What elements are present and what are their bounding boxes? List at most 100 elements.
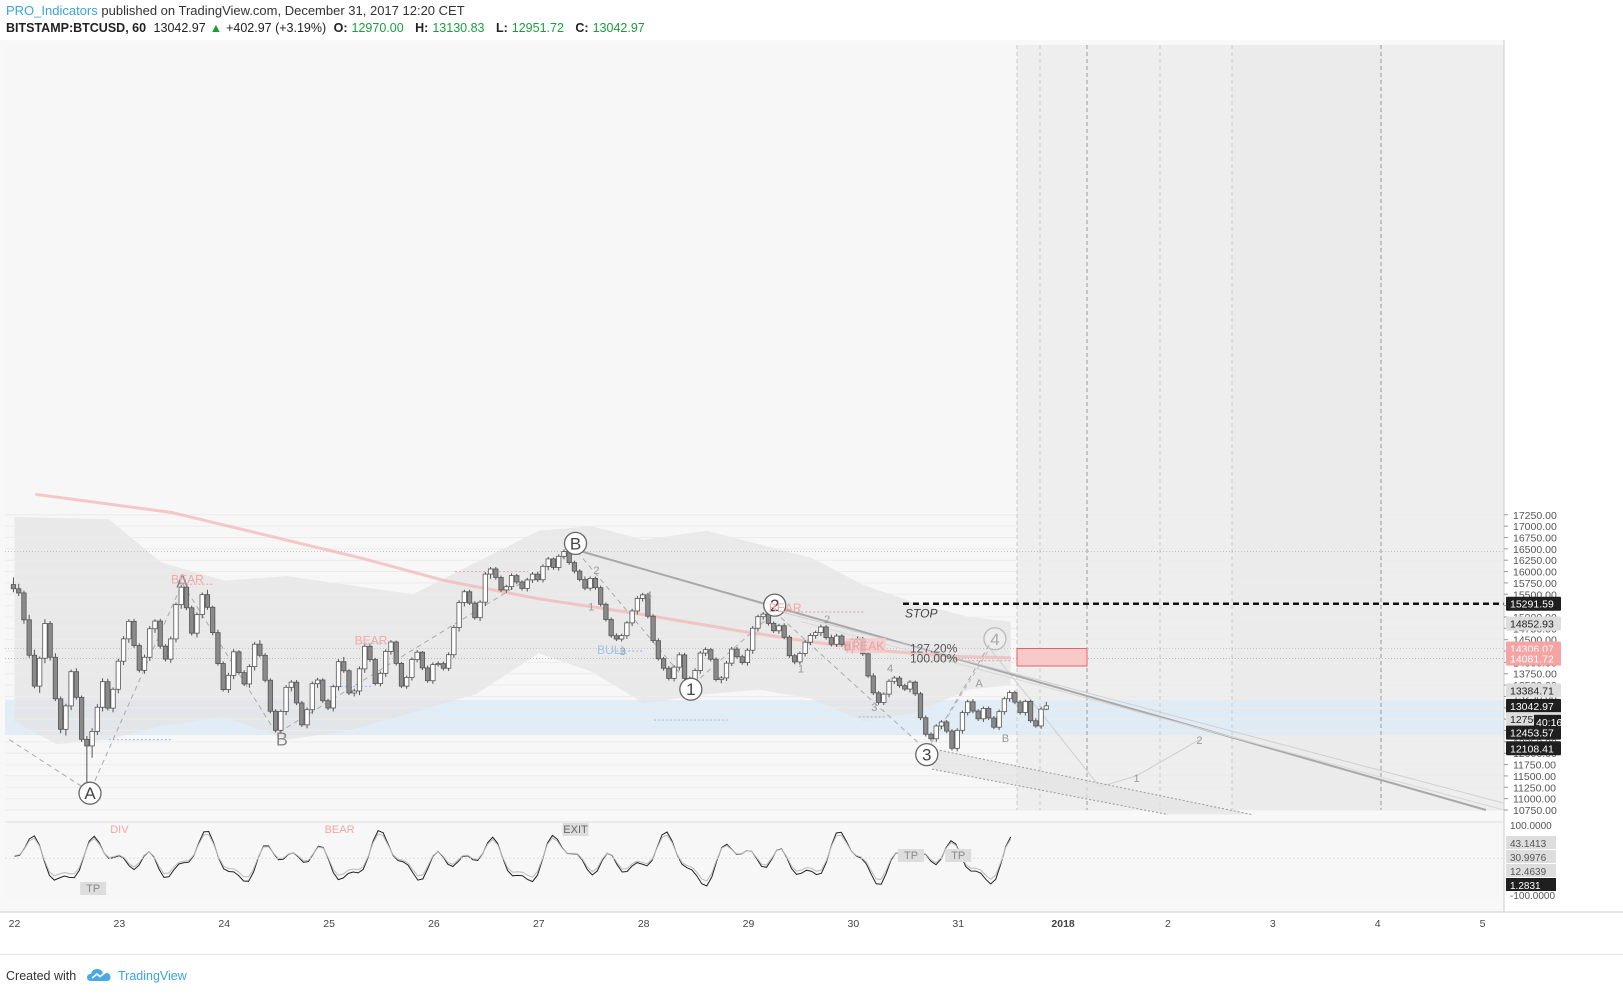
countdown-tag [1534,714,1561,729]
candle-body [813,632,819,636]
candle-body [440,663,446,669]
candle-body [1038,708,1044,727]
candle-body [881,693,887,703]
candle-body [257,643,263,656]
candle-body [718,677,724,680]
candle-body [168,638,174,660]
subwave-label: 1 [588,602,594,614]
oscillator-tick-label: 12.4639 [1510,867,1547,878]
wave-path [9,549,991,793]
wave-label-circle [563,531,588,556]
candle-body [970,701,976,712]
candle-body [131,620,137,646]
candle-body [299,702,305,726]
candle-body [498,577,504,591]
candle-body [115,660,121,690]
x-tick-label: 27 [533,918,545,930]
wave5-projection [989,648,1200,788]
y-tick-label: 13750.00 [1513,669,1557,681]
target-box [1016,647,1088,667]
candle-body [834,635,840,645]
oscillator-tick-label: 43.1413 [1510,839,1547,850]
candle-body [210,606,216,633]
price-chart[interactable]: STOP127.20%100.00%AABB123412341234AB12BE… [0,40,1623,954]
candle-body [1012,692,1018,703]
candle-body [162,645,169,660]
candle-body [818,626,824,634]
symbol-label[interactable]: BITSTAMP:BTCUSD, 60 [6,21,147,35]
candle-body [63,705,69,730]
subwave-label: 1 [1133,773,1139,785]
price-tag-label: 12453.57 [1510,728,1554,740]
candle-body [923,717,929,735]
candle-body [519,581,525,589]
publication-line: PRO_Indicators published on TradingView.… [6,3,465,18]
candle-body [891,677,897,682]
candle-body [723,662,730,679]
candle-body [907,681,913,690]
candle-body [320,679,326,702]
candle-body [262,654,268,681]
candle-body [398,662,405,687]
candle-body [503,586,509,591]
moving-average-line [35,492,1011,660]
high-label: H: [415,21,429,35]
candle-body [199,594,205,615]
candle-body [577,570,583,580]
x-tick-label: 31 [952,918,964,930]
candle-body [760,613,766,618]
channel-bottom [931,768,1169,816]
oscillator-badge [898,849,925,862]
price-tag-label: 12108.41 [1510,743,1554,755]
candle-body [304,709,310,726]
y-tick-label: 10750.00 [1513,805,1557,817]
oscillator-line [14,830,1012,887]
candle-body [786,636,793,657]
published-text: published on TradingView.com, December 3… [101,3,465,18]
signal-label: BREAK [844,639,885,653]
candle-body [204,594,211,608]
main-trendline [575,548,1487,811]
candle-body [771,622,777,632]
candle-body [823,626,829,638]
candle-body [173,604,179,640]
candle-body [954,729,960,749]
candle-body [330,686,336,709]
author-link[interactable]: PRO_Indicators [6,3,98,18]
candle-body [52,656,58,700]
candle-body [425,667,431,682]
time-axis [0,912,1623,954]
candle-body [58,698,64,730]
candle-body [267,679,273,712]
candle-body [477,601,483,619]
candle-body [84,738,90,747]
y-tick-label: 16000.00 [1513,567,1557,579]
oscillator-badge [80,882,107,895]
oscillator-tick-label: -100.0000 [1510,891,1555,902]
candle-body [37,657,43,687]
candle-body [89,731,95,747]
candle-body [634,597,640,612]
break-badge [845,638,886,654]
candle-body [1033,720,1039,727]
candle-body [865,653,871,677]
candle-body [293,681,300,704]
candle-body [734,648,740,658]
signal-label: BULL [597,643,627,657]
candle-body [236,651,242,674]
subwave-label: 4 [887,663,893,675]
tradingview-brand[interactable]: TradingView [118,969,187,983]
candle-body [225,674,232,690]
candle-body [933,725,939,740]
candle-body [666,667,672,679]
candle-body [561,551,567,557]
candle-body [152,620,158,630]
signal-label: BEAR [769,601,802,615]
candle-body [487,568,494,575]
candle-body [147,628,153,658]
signal-label: BEAR [171,573,204,587]
projection-zone-2 [1232,45,1382,810]
oscillator-signal-label: TP [951,850,965,862]
candle-body [729,648,735,664]
candle-body [556,555,562,568]
